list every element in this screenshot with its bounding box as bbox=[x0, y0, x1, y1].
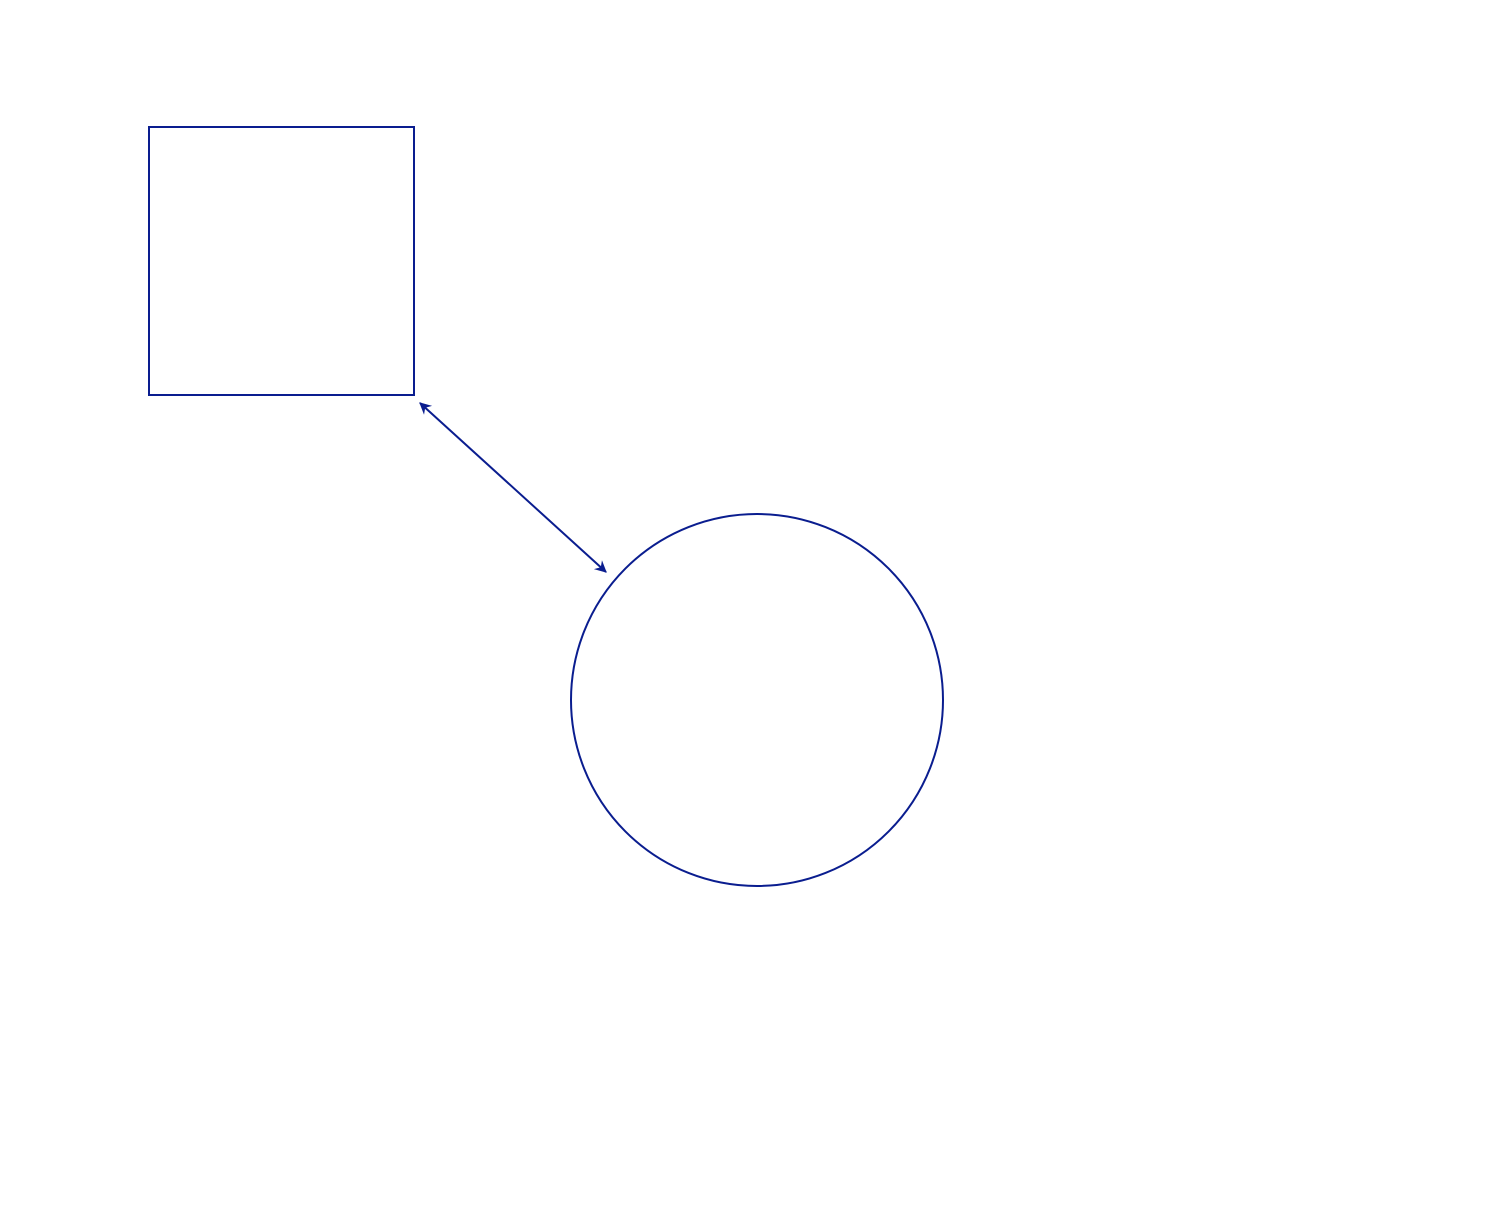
diagram-canvas bbox=[0, 0, 1500, 1206]
square-node bbox=[149, 127, 414, 395]
circle-node bbox=[571, 514, 943, 886]
connector bbox=[420, 403, 606, 572]
